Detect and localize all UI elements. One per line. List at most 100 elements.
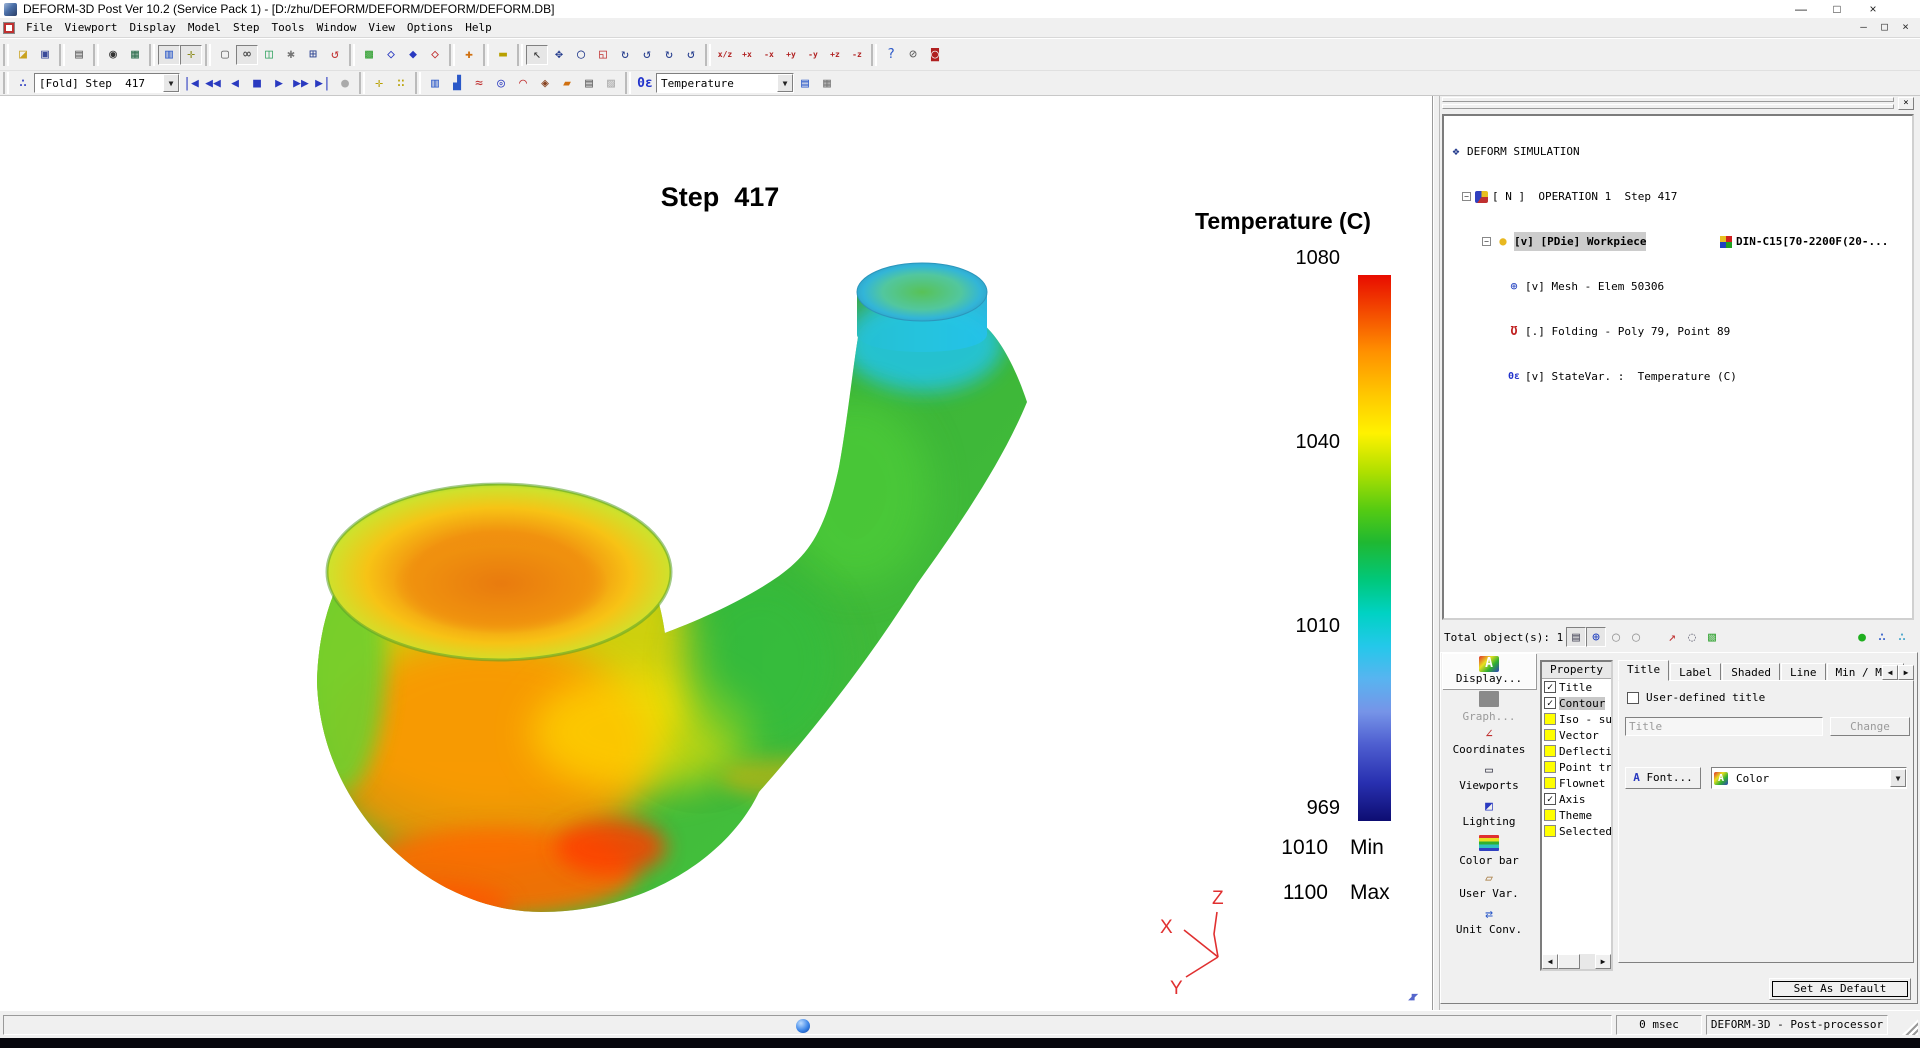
rotate-y-icon[interactable]: ↺: [643, 47, 651, 62]
measure-ruler-icon[interactable]: ▬: [499, 47, 507, 62]
step-forward-button[interactable]: ▶: [275, 75, 283, 91]
checkbox-checked[interactable]: ✓: [1544, 793, 1556, 805]
fit-window-icon[interactable]: ⊞: [309, 47, 317, 62]
state-variable-icon[interactable]: 0ε: [637, 75, 653, 91]
select-object-icon[interactable]: ▤: [1566, 627, 1586, 647]
add-geometry-icon[interactable]: ✚: [465, 47, 473, 62]
scroll-right-icon[interactable]: ▶: [1595, 954, 1611, 969]
slice-object-icon[interactable]: ◇: [431, 47, 439, 62]
view-plus-z-icon[interactable]: +z: [830, 49, 840, 59]
mdi-close-button[interactable]: ×: [1902, 20, 1909, 33]
checkbox-pending[interactable]: [1544, 825, 1556, 837]
panel-splitter[interactable]: [1433, 96, 1440, 1010]
view-plus-y-icon[interactable]: +y: [786, 49, 796, 59]
collapse-icon[interactable]: −: [1482, 237, 1491, 246]
property-row-deflection[interactable]: Deflecti: [1542, 743, 1611, 759]
sidetab-unitconv[interactable]: ⇄ Unit Conv.: [1455, 907, 1523, 936]
tab-shaded[interactable]: Shaded: [1722, 663, 1780, 681]
property-row-pointtrack[interactable]: Point tr: [1542, 759, 1611, 775]
maximize-button[interactable]: □: [1833, 2, 1841, 16]
property-row-selected[interactable]: Selected: [1542, 823, 1611, 839]
resize-grip[interactable]: [1902, 1019, 1918, 1035]
menu-view[interactable]: View: [368, 21, 395, 34]
title-input[interactable]: [1625, 717, 1823, 736]
view-xz-icon[interactable]: x/z: [717, 49, 733, 59]
graph-curve-icon[interactable]: ◠: [519, 75, 527, 91]
shaded-object-icon[interactable]: ◆: [409, 47, 417, 62]
combo-arrow-icon[interactable]: ▼: [777, 74, 793, 92]
summary-report-icon[interactable]: ▤: [585, 75, 593, 91]
view-minus-x-icon[interactable]: -x: [764, 49, 774, 59]
checkbox-pending[interactable]: [1544, 729, 1556, 741]
object-sphere-icon[interactable]: ●: [1858, 629, 1866, 645]
panel-close-icon[interactable]: ×: [1898, 97, 1914, 110]
region-select-icon[interactable]: ◌: [1688, 629, 1696, 645]
step-selector-combo[interactable]: [Fold] Step 417 ▼: [34, 73, 180, 93]
property-row-flownet[interactable]: Flownet: [1542, 775, 1611, 791]
pan-icon[interactable]: ✥: [555, 47, 563, 62]
tree-root-row[interactable]: ❖ DEFORM SIMULATION: [1444, 142, 1912, 161]
snapshot-icon[interactable]: ◉: [109, 47, 117, 62]
tree-operation-row[interactable]: − [ N ] OPERATION 1 Step 417: [1444, 187, 1912, 206]
user-defined-title-checkbox[interactable]: [1627, 691, 1639, 704]
track-point-icon[interactable]: ✛: [375, 75, 383, 91]
scroll-left-icon[interactable]: ◀: [1542, 954, 1558, 969]
property-row-isosurface[interactable]: Iso - su: [1542, 711, 1611, 727]
workpiece-3d-model[interactable]: [311, 232, 1031, 912]
state-variable-combo[interactable]: Temperature ▼: [656, 73, 794, 93]
point-tracking-icon[interactable]: ∴: [19, 75, 27, 91]
orbit-icon[interactable]: ◯: [577, 47, 585, 62]
reset-view-icon[interactable]: ↺: [331, 47, 339, 62]
tab-scroll-right-icon[interactable]: ▶: [1898, 665, 1914, 680]
view-plus-x-icon[interactable]: +x: [742, 49, 752, 59]
bar-graph-icon[interactable]: ▟: [453, 75, 461, 91]
property-hscrollbar[interactable]: ◀ ▶: [1542, 954, 1611, 969]
object-group-icon[interactable]: ∴: [1878, 629, 1886, 645]
mdi-minimize-button[interactable]: —: [1860, 20, 1867, 33]
checkbox-pending[interactable]: [1544, 745, 1556, 757]
select-arrow-icon[interactable]: ↖: [526, 44, 548, 65]
scroll-thumb[interactable]: [1558, 954, 1580, 969]
view-minus-z-icon[interactable]: -z: [852, 49, 862, 59]
open-database-icon[interactable]: ◪: [19, 47, 27, 62]
pin-window-icon[interactable]: ✛: [180, 44, 202, 65]
menu-tools[interactable]: Tools: [271, 21, 305, 34]
menu-model[interactable]: Model: [187, 21, 221, 34]
sidetab-viewports[interactable]: ▭ Viewports: [1459, 763, 1519, 792]
checkbox-checked[interactable]: ✓: [1544, 697, 1556, 709]
menu-help[interactable]: Help: [465, 21, 492, 34]
change-button[interactable]: Change: [1830, 717, 1910, 736]
rewind-button[interactable]: ◀◀: [205, 75, 221, 91]
refresh-view-icon[interactable]: ✱: [287, 47, 295, 62]
property-row-axis[interactable]: ✓ Axis: [1542, 791, 1611, 807]
save-icon[interactable]: ▣: [41, 47, 49, 62]
property-row-theme[interactable]: Theme: [1542, 807, 1611, 823]
property-row-title[interactable]: ✓ Title: [1542, 679, 1611, 695]
rotate-z-icon[interactable]: ↻: [665, 47, 673, 62]
menu-options[interactable]: Options: [406, 21, 454, 34]
tile-views-icon[interactable]: ◫: [265, 47, 273, 62]
font-button[interactable]: A Font...: [1625, 767, 1701, 789]
state-monitor-icon[interactable]: ▥: [431, 75, 439, 91]
new-window-icon[interactable]: ▢: [221, 47, 229, 62]
sidetab-display[interactable]: A Display...: [1442, 653, 1536, 689]
mdi-document-icon[interactable]: [3, 21, 15, 34]
contour-layers-icon[interactable]: ◈: [541, 75, 549, 91]
track-points-icon[interactable]: ∷: [397, 75, 405, 91]
tree-statevar-row[interactable]: 0ε [v] StateVar. : Temperature (C): [1444, 367, 1912, 386]
last-step-button[interactable]: ▶|: [315, 75, 331, 91]
combo-arrow-icon[interactable]: ▼: [1890, 769, 1906, 787]
checkbox-pending[interactable]: [1544, 809, 1556, 821]
slicing-icon[interactable]: ▰: [563, 75, 571, 91]
property-row-contour[interactable]: ✓ Contour: [1542, 695, 1611, 711]
annotation-icon[interactable]: ▦: [823, 75, 831, 91]
context-help-icon[interactable]: ?: [887, 47, 895, 62]
menu-step[interactable]: Step: [232, 21, 260, 34]
lasso-select-2-icon[interactable]: ◯: [1632, 629, 1640, 645]
rotate-x-icon[interactable]: ↻: [621, 47, 629, 62]
iso-rings-icon[interactable]: ◎: [497, 75, 505, 91]
load-curve-icon[interactable]: ≈: [475, 75, 483, 91]
minimize-button[interactable]: —: [1795, 2, 1807, 16]
tab-label[interactable]: Label: [1670, 663, 1722, 681]
checkbox-checked[interactable]: ✓: [1544, 681, 1556, 693]
